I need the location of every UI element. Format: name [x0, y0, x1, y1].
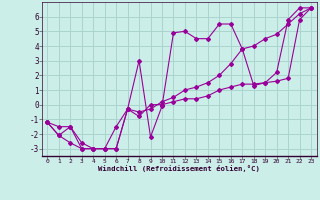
X-axis label: Windchill (Refroidissement éolien,°C): Windchill (Refroidissement éolien,°C)	[98, 165, 260, 172]
